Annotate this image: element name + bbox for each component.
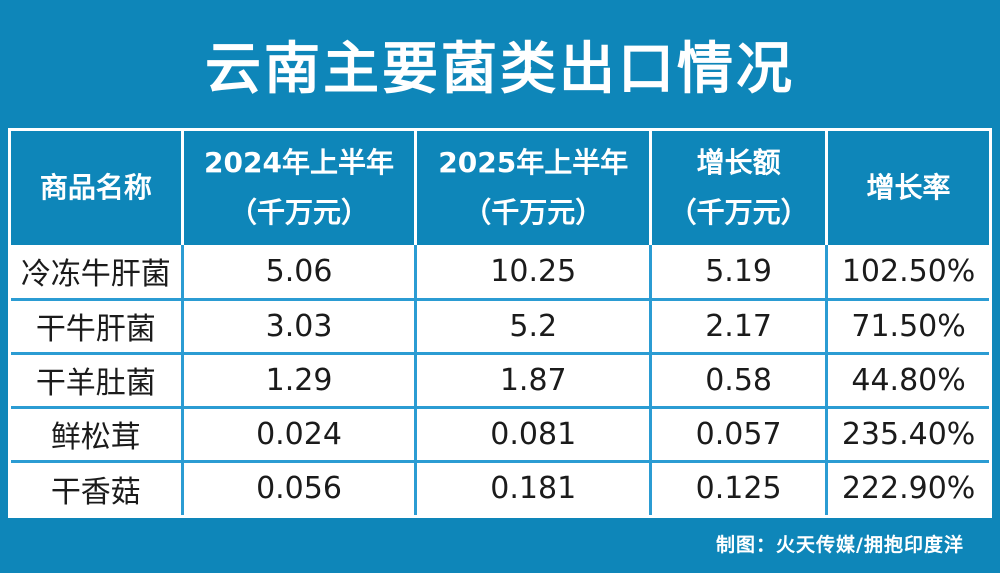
value-cell: 0.125: [649, 459, 829, 515]
value-cell: 3.03: [180, 297, 418, 355]
header-cell: 2024年上半年 （千万元）: [180, 131, 416, 245]
header-cell: 2025年上半年 （千万元）: [414, 131, 651, 245]
value-cell: 0.181: [414, 459, 653, 515]
value-cell: 5.06: [180, 245, 418, 301]
header-line-2: （千万元）: [229, 196, 370, 229]
header-line-1: 2024年上半年: [204, 145, 394, 179]
value-cell: 0.024: [180, 405, 418, 463]
header-cell: 商品名称: [11, 131, 183, 245]
header-line-2: （千万元）: [463, 196, 604, 229]
value-cell: 235.40%: [825, 405, 989, 463]
value-cell: 44.80%: [825, 351, 989, 409]
header-line-1: 增长率: [866, 170, 951, 204]
header-cell: 增长额 （千万元）: [649, 131, 827, 245]
table-body: 冷冻牛肝菌 5.06 10.25 5.19 102.50% 干牛肝菌 3.03 5.2 2.17…: [11, 245, 989, 515]
value-cell: 1.29: [180, 351, 418, 409]
table-row: 冷冻牛肝菌 5.06 10.25 5.19 102.50%: [11, 245, 989, 301]
value-cell: 0.057: [649, 405, 829, 463]
header-line-1: 增长额: [696, 145, 781, 179]
value-cell: 0.056: [180, 459, 418, 515]
table-row: 干香菇 0.056 0.181 0.125 222.90%: [11, 459, 989, 515]
table-row: 干羊肚菌 1.29 1.87 0.58 44.80%: [11, 351, 989, 409]
header-row: 商品名称 2024年上半年 （千万元） 2025年上半年 （千万元） 增长额 （千万元） 增长…: [11, 131, 989, 245]
product-name-cell: 鲜松茸: [11, 405, 184, 463]
product-name-cell: 干羊肚菌: [11, 351, 184, 409]
header-line-2: （千万元）: [668, 196, 809, 229]
value-cell: 5.2: [414, 297, 653, 355]
export-table: 商品名称 2024年上半年 （千万元） 2025年上半年 （千万元） 增长额 （千万元） 增长…: [11, 131, 989, 515]
value-cell: 0.58: [649, 351, 829, 409]
header-cell: 增长率: [825, 131, 989, 245]
product-name-cell: 冷冻牛肝菌: [11, 245, 184, 301]
product-name-cell: 干香菇: [11, 459, 184, 515]
credit-line: 制图：火天传媒/拥抱印度洋: [716, 534, 964, 556]
value-cell: 10.25: [414, 245, 653, 301]
export-table-container: 商品名称 2024年上半年 （千万元） 2025年上半年 （千万元） 增长额 （千万元） 增长…: [8, 128, 992, 518]
table-header: 商品名称 2024年上半年 （千万元） 2025年上半年 （千万元） 增长额 （千万元） 增长…: [11, 131, 989, 245]
table-row: 鲜松茸 0.024 0.081 0.057 235.40%: [11, 405, 989, 463]
value-cell: 222.90%: [825, 459, 989, 515]
header-line-1: 商品名称: [39, 170, 152, 204]
value-cell: 1.87: [414, 351, 653, 409]
page-title: 云南主要菌类出口情况: [205, 35, 795, 102]
table-row: 干牛肝菌 3.03 5.2 2.17 71.50%: [11, 297, 989, 355]
value-cell: 71.50%: [825, 297, 989, 355]
header-line-1: 2025年上半年: [438, 145, 629, 179]
value-cell: 0.081: [414, 405, 653, 463]
value-cell: 5.19: [649, 245, 829, 301]
value-cell: 102.50%: [825, 245, 989, 301]
product-name-cell: 干牛肝菌: [11, 297, 184, 355]
value-cell: 2.17: [649, 297, 829, 355]
